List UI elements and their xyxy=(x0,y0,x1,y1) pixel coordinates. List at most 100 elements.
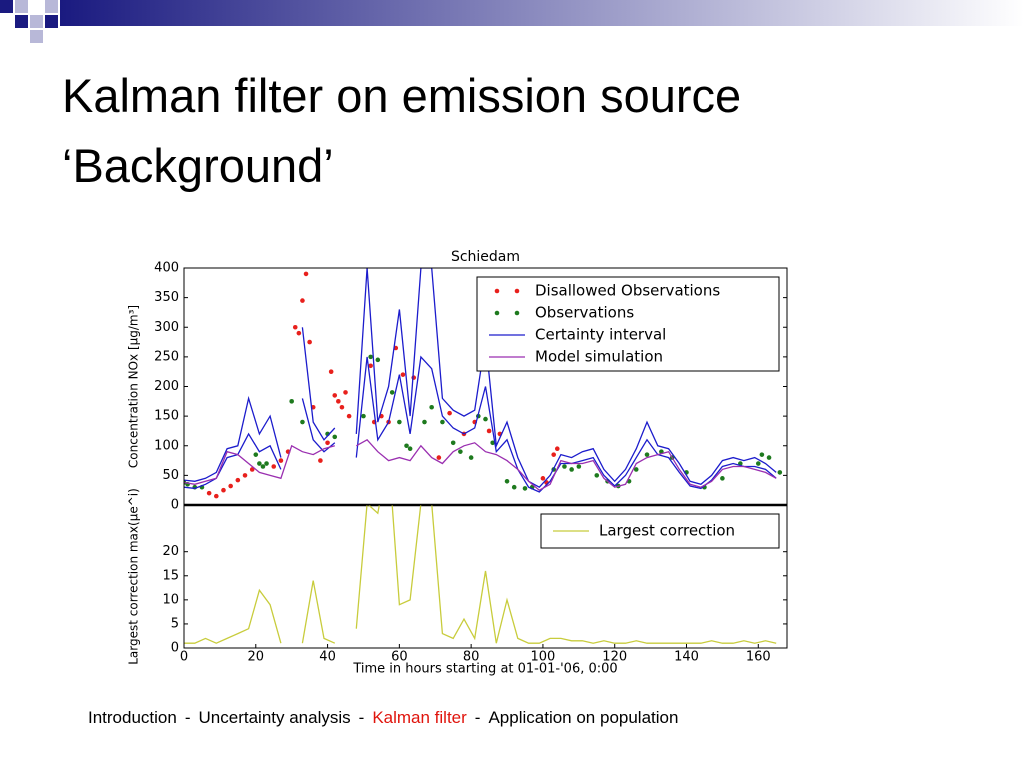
data-point xyxy=(307,339,312,345)
y-tick-label: 20 xyxy=(162,544,179,559)
data-point xyxy=(206,490,212,496)
data-point xyxy=(404,443,409,449)
data-point xyxy=(253,452,259,457)
data-line xyxy=(184,505,777,644)
axes-frame xyxy=(183,504,788,649)
x-tick-label: 60 xyxy=(391,650,408,665)
data-point xyxy=(228,483,233,489)
deco-square xyxy=(30,30,43,43)
data-point xyxy=(325,440,330,446)
header-bar xyxy=(60,0,1024,26)
data-point xyxy=(576,464,582,469)
x-tick-label: 20 xyxy=(248,650,265,665)
data-point xyxy=(551,452,556,457)
data-point xyxy=(644,452,650,457)
data-point xyxy=(300,419,305,425)
legend-label: Certainty interval xyxy=(535,326,666,344)
footer-item: Application on population xyxy=(488,708,679,727)
data-point xyxy=(249,467,255,472)
data-point xyxy=(260,464,266,469)
data-point xyxy=(411,375,417,380)
data-point xyxy=(292,324,298,330)
data-point xyxy=(278,458,284,463)
footer-nav: Introduction - Uncertainty analysis - Kalman… xyxy=(88,708,686,728)
data-point xyxy=(296,330,302,336)
legend-label: Disallowed Observations xyxy=(535,282,720,300)
data-point xyxy=(633,467,639,472)
data-point xyxy=(368,354,373,360)
x-tick-label: 0 xyxy=(180,650,188,665)
data-point xyxy=(554,446,560,452)
data-point xyxy=(483,416,488,422)
data-point xyxy=(389,390,395,395)
deco-square xyxy=(45,0,58,13)
x-tick-label: 140 xyxy=(674,650,699,665)
footer-item: - xyxy=(474,708,481,727)
x-tick-label: 40 xyxy=(319,650,336,665)
legend-label: Observations xyxy=(535,304,634,322)
data-point xyxy=(522,486,528,491)
data-point xyxy=(422,419,427,425)
data-point xyxy=(368,363,373,369)
y-tick-label: 100 xyxy=(154,438,179,453)
data-point xyxy=(242,473,248,478)
x-tick-label: 80 xyxy=(463,650,480,665)
y-axis-label: Largest correction max(μe^i) xyxy=(127,488,141,665)
data-point xyxy=(375,357,381,363)
slide-title: ‘Background’ xyxy=(62,139,334,192)
y-tick-label: 350 xyxy=(154,290,179,305)
data-point xyxy=(318,458,323,463)
data-point xyxy=(468,455,474,460)
data-point xyxy=(400,372,406,377)
footer-item: - xyxy=(358,708,365,727)
data-point xyxy=(235,477,241,483)
data-point xyxy=(458,449,463,454)
x-tick-label: 160 xyxy=(746,650,771,665)
y-axis-label: Concentration NOx [μg/m³] xyxy=(127,305,141,468)
deco-square xyxy=(15,0,28,13)
legend-box xyxy=(476,276,780,372)
data-point xyxy=(504,479,510,484)
legend-swatch xyxy=(494,310,500,316)
y-tick-label: 0 xyxy=(171,641,179,656)
footer-item: Kalman filter xyxy=(372,708,467,727)
data-point xyxy=(562,464,567,469)
data-point xyxy=(720,476,725,481)
data-point xyxy=(343,390,348,395)
y-tick-label: 250 xyxy=(154,349,179,364)
data-point xyxy=(594,473,600,478)
data-point xyxy=(569,467,574,472)
data-point xyxy=(328,369,334,374)
data-point xyxy=(447,410,452,416)
y-tick-label: 150 xyxy=(154,409,179,424)
legend-label: Largest correction xyxy=(599,522,735,540)
deco-square xyxy=(15,15,28,28)
data-point xyxy=(777,470,783,475)
legend-label: Model simulation xyxy=(535,348,663,366)
data-line xyxy=(184,438,777,491)
data-point xyxy=(221,487,226,493)
data-point xyxy=(361,413,366,419)
data-point xyxy=(436,455,442,460)
legend-swatch xyxy=(514,310,520,316)
data-point xyxy=(450,440,456,446)
data-point xyxy=(264,461,269,466)
data-point xyxy=(332,393,338,398)
data-point xyxy=(429,404,434,410)
y-tick-label: 300 xyxy=(154,320,179,335)
footer-item: - xyxy=(184,708,191,727)
footer-item: Uncertainty analysis xyxy=(198,708,351,727)
data-point xyxy=(289,399,294,404)
y-tick-label: 15 xyxy=(162,568,179,583)
slide-title: Kalman filter on emission source xyxy=(62,69,742,122)
legend-swatch xyxy=(494,288,500,294)
data-point xyxy=(755,461,761,466)
x-tick-label: 100 xyxy=(531,650,556,665)
plot-area xyxy=(184,505,777,644)
data-point xyxy=(271,464,277,469)
data-point xyxy=(397,419,402,425)
data-point xyxy=(407,446,413,452)
data-point xyxy=(486,428,492,434)
